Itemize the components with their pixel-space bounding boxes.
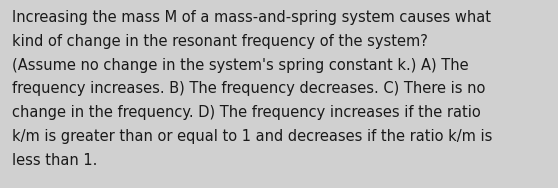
- Text: kind of change in the resonant frequency of the system?: kind of change in the resonant frequency…: [12, 34, 428, 49]
- Text: change in the frequency. D) The frequency increases if the ratio: change in the frequency. D) The frequenc…: [12, 105, 481, 120]
- Text: k/m is greater than or equal to 1 and decreases if the ratio k/m is: k/m is greater than or equal to 1 and de…: [12, 129, 492, 144]
- Text: less than 1.: less than 1.: [12, 153, 98, 168]
- Text: (Assume no change in the system's spring constant k.) A) The: (Assume no change in the system's spring…: [12, 58, 469, 73]
- Text: frequency increases. B) The frequency decreases. C) There is no: frequency increases. B) The frequency de…: [12, 81, 485, 96]
- Text: Increasing the mass M of a mass-and-spring system causes what: Increasing the mass M of a mass-and-spri…: [12, 10, 491, 25]
